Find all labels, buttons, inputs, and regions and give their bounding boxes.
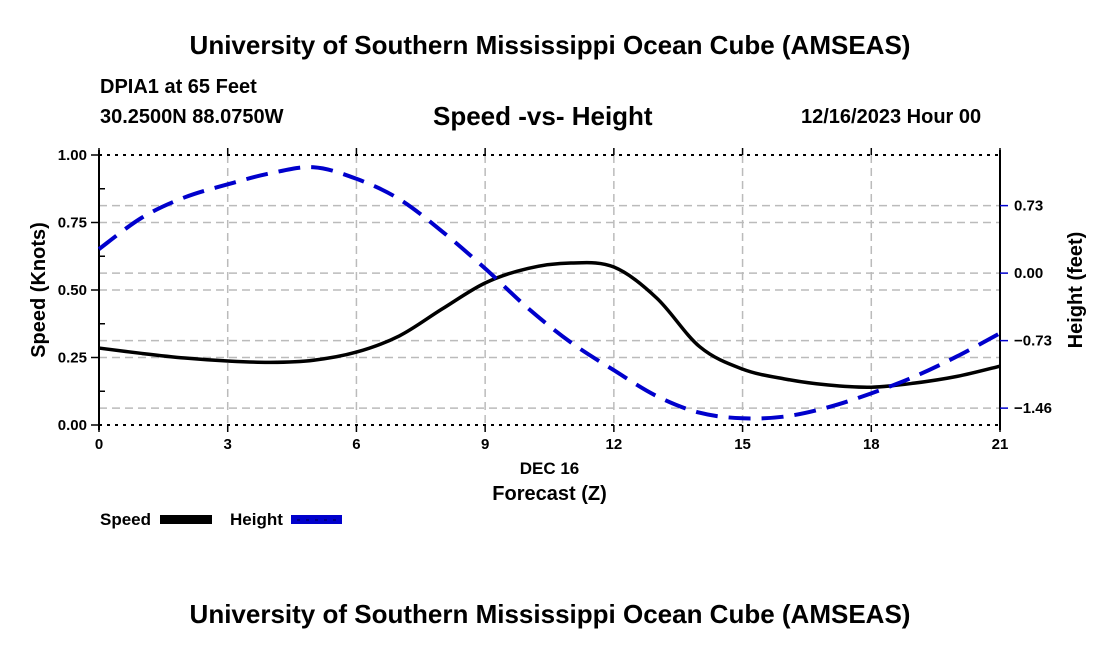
x-tick-label: 15 (734, 436, 751, 453)
y2-tick-label: 0.00 (1014, 265, 1043, 282)
y-tick-label: 0.00 (58, 417, 87, 434)
y-tick-label: 0.25 (58, 350, 87, 367)
x-tick-label: 9 (481, 436, 489, 453)
station-label: DPIA1 at 65 Feet (100, 76, 257, 98)
coordinates-label: 30.2500N 88.0750W (100, 106, 284, 128)
series-line-height (97, 165, 1001, 421)
legend-height-label: Height (230, 510, 283, 529)
x-tick-label: 21 (992, 436, 1009, 453)
forecast-date: 12/16/2023 Hour 00 (801, 106, 982, 128)
chart-footer-title: University of Southern Mississippi Ocean… (189, 599, 911, 629)
y2-axis-label: Height (feet) (1065, 232, 1087, 349)
x-tick-label: 0 (95, 436, 103, 453)
x-tick-label: 3 (224, 436, 232, 453)
chart-title: Speed -vs- Height (433, 101, 653, 131)
x-tick-label: 6 (352, 436, 360, 453)
series-line-speed (98, 260, 1001, 390)
y2-tick-label: 0.73 (1014, 198, 1043, 215)
y2-tick-label: −1.46 (1014, 400, 1052, 417)
x-axis-sublabel: DEC 16 (520, 459, 580, 478)
legend-height-swatch (291, 515, 342, 524)
y-axis-label: Speed (Knots) (28, 222, 50, 358)
y-tick-label: 0.50 (58, 282, 87, 299)
x-tick-label: 12 (606, 436, 623, 453)
legend-speed-label: Speed (100, 510, 152, 529)
y2-tick-label: −0.73 (1014, 333, 1052, 350)
y-tick-label: 0.75 (58, 215, 87, 232)
x-tick-label: 18 (863, 436, 880, 453)
y-tick-label: 1.00 (58, 147, 87, 164)
legend-speed-swatch (160, 515, 212, 524)
x-axis-label: Forecast (Z) (492, 483, 606, 505)
chart-header-title: University of Southern Mississippi Ocean… (189, 30, 911, 60)
